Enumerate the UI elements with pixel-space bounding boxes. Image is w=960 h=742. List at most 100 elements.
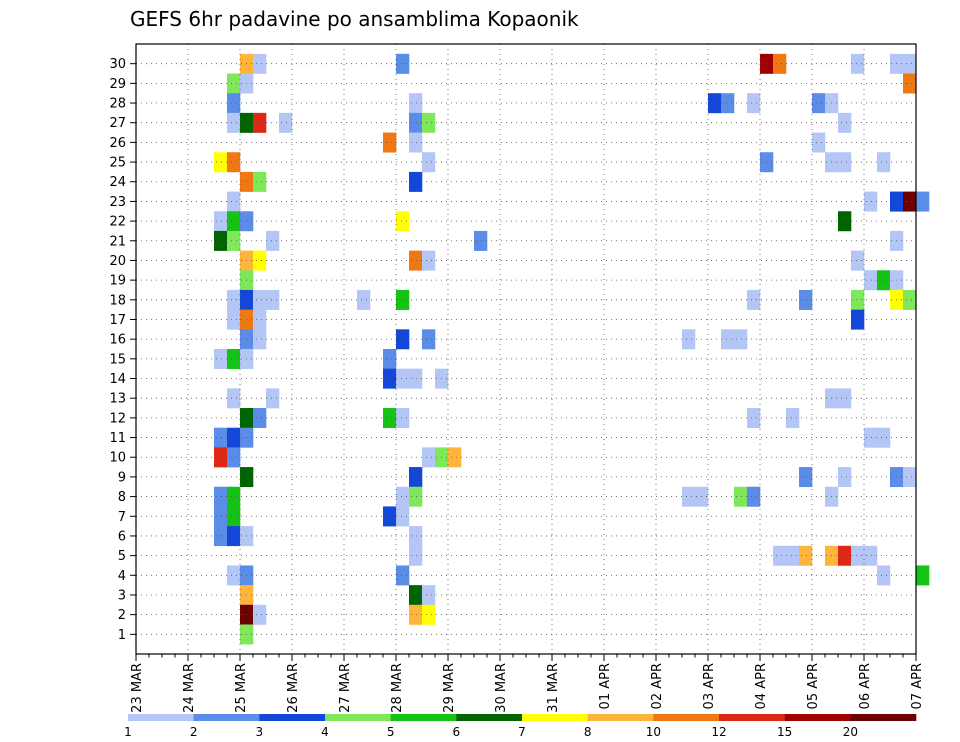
y-tick-label: 17: [109, 313, 126, 328]
colorbar-label: 4: [321, 725, 329, 739]
heatmap-cell: [903, 467, 917, 488]
heatmap-cell: [383, 506, 397, 527]
colorbar-segment: [784, 714, 851, 721]
heatmap-cell: [227, 191, 241, 212]
y-tick-label: 11: [109, 431, 126, 446]
heatmap-cell: [409, 368, 423, 389]
heatmap-cell: [903, 191, 917, 212]
heatmap-cell: [864, 545, 878, 566]
y-tick-label: 19: [109, 274, 126, 289]
heatmap-cell: [747, 93, 761, 114]
heatmap-cell: [214, 152, 228, 173]
y-tick-label: 30: [109, 57, 126, 72]
heatmap-cell: [877, 152, 891, 173]
heatmap-cell: [227, 112, 241, 133]
heatmap-cell: [409, 526, 423, 547]
heatmap-cell: [214, 486, 228, 507]
heatmap-cell: [916, 191, 930, 212]
heatmap-cell: [227, 388, 241, 409]
heatmap-cell: [422, 604, 436, 625]
heatmap-cell: [227, 73, 241, 94]
y-tick-label: 12: [109, 411, 126, 426]
x-tick-label: 03 APR: [702, 663, 717, 709]
x-tick-label: 04 APR: [754, 663, 769, 709]
heatmap-cell: [903, 53, 917, 74]
heatmap-cell: [422, 585, 436, 606]
heatmap-cell: [227, 93, 241, 114]
heatmap-cell: [851, 309, 865, 330]
colorbar-label: 8: [584, 725, 592, 739]
heatmap-cell: [786, 408, 800, 429]
heatmap-cell: [877, 427, 891, 448]
heatmap-cell: [396, 506, 410, 527]
heatmap-cell: [227, 565, 241, 586]
heatmap-cell: [422, 329, 436, 350]
heatmap-cell: [721, 329, 735, 350]
heatmap-cell: [253, 329, 267, 350]
x-tick-label: 29 MAR: [442, 663, 457, 713]
heatmap-cell: [773, 53, 787, 74]
colorbar-segment: [653, 714, 720, 721]
heatmap-cell: [214, 526, 228, 547]
heatmap-cell: [396, 565, 410, 586]
y-tick-label: 15: [109, 352, 126, 367]
heatmap-cell: [708, 93, 722, 114]
x-tick-label: 07 APR: [910, 663, 925, 709]
colorbar-label: 12: [711, 725, 726, 739]
heatmap-cell: [409, 585, 423, 606]
heatmap-cell: [409, 545, 423, 566]
x-tick-label: 27 MAR: [338, 663, 353, 713]
heatmap-cell: [409, 112, 423, 133]
colorbar-label: 3: [256, 725, 264, 739]
heatmap-cell: [422, 152, 436, 173]
heatmap-cell: [396, 408, 410, 429]
heatmap-cell: [227, 526, 241, 547]
colorbar-segment: [325, 714, 391, 721]
heatmap-cell: [682, 329, 696, 350]
x-tick-label: 30 MAR: [494, 663, 509, 713]
heatmap-cell: [864, 270, 878, 291]
heatmap-cell: [409, 604, 423, 625]
heatmap-cell: [799, 289, 813, 310]
heatmap-cell: [474, 230, 488, 251]
x-tick-label: 06 APR: [858, 663, 873, 709]
y-tick-label: 14: [109, 372, 126, 387]
heatmap-cell: [383, 132, 397, 153]
heatmap-cell: [747, 486, 761, 507]
heatmap-cell: [682, 486, 696, 507]
y-tick-label: 29: [109, 77, 126, 92]
heatmap-cell: [409, 132, 423, 153]
y-tick-label: 13: [109, 392, 126, 407]
heatmap-cell: [903, 289, 917, 310]
heatmap-cell: [851, 289, 865, 310]
heatmap-cell: [383, 408, 397, 429]
heatmap-cell: [214, 349, 228, 369]
chart-title: GEFS 6hr padavine po ansamblima Kopaonik: [130, 7, 579, 31]
heatmap-cell: [838, 545, 852, 566]
heatmap-cell: [903, 73, 917, 94]
heatmap-cell: [773, 545, 787, 566]
colorbar-segment: [128, 714, 194, 721]
y-tick-label: 1: [118, 628, 126, 643]
colorbar-label: 7: [518, 725, 526, 739]
heatmap-cell: [253, 289, 267, 310]
heatmap-cell: [396, 53, 410, 74]
y-tick-label: 27: [109, 116, 126, 131]
heatmap-cell: [448, 447, 462, 468]
heatmap-cell: [409, 467, 423, 488]
colorbar-segment: [390, 714, 457, 721]
colorbar-segment: [719, 714, 785, 721]
y-tick-label: 22: [109, 215, 126, 230]
heatmap-cell: [396, 289, 410, 310]
y-tick-label: 8: [118, 490, 126, 505]
heatmap-cell: [409, 486, 423, 507]
y-tick-label: 4: [118, 569, 126, 584]
heatmap-cell: [812, 93, 826, 114]
heatmap-cell: [422, 250, 436, 271]
colorbar-segment: [587, 714, 654, 721]
heatmap-cell: [851, 545, 865, 566]
y-tick-label: 10: [109, 451, 126, 466]
heatmap-cell: [227, 427, 241, 448]
heatmap-cell: [396, 329, 410, 350]
heatmap-cell: [747, 289, 761, 310]
